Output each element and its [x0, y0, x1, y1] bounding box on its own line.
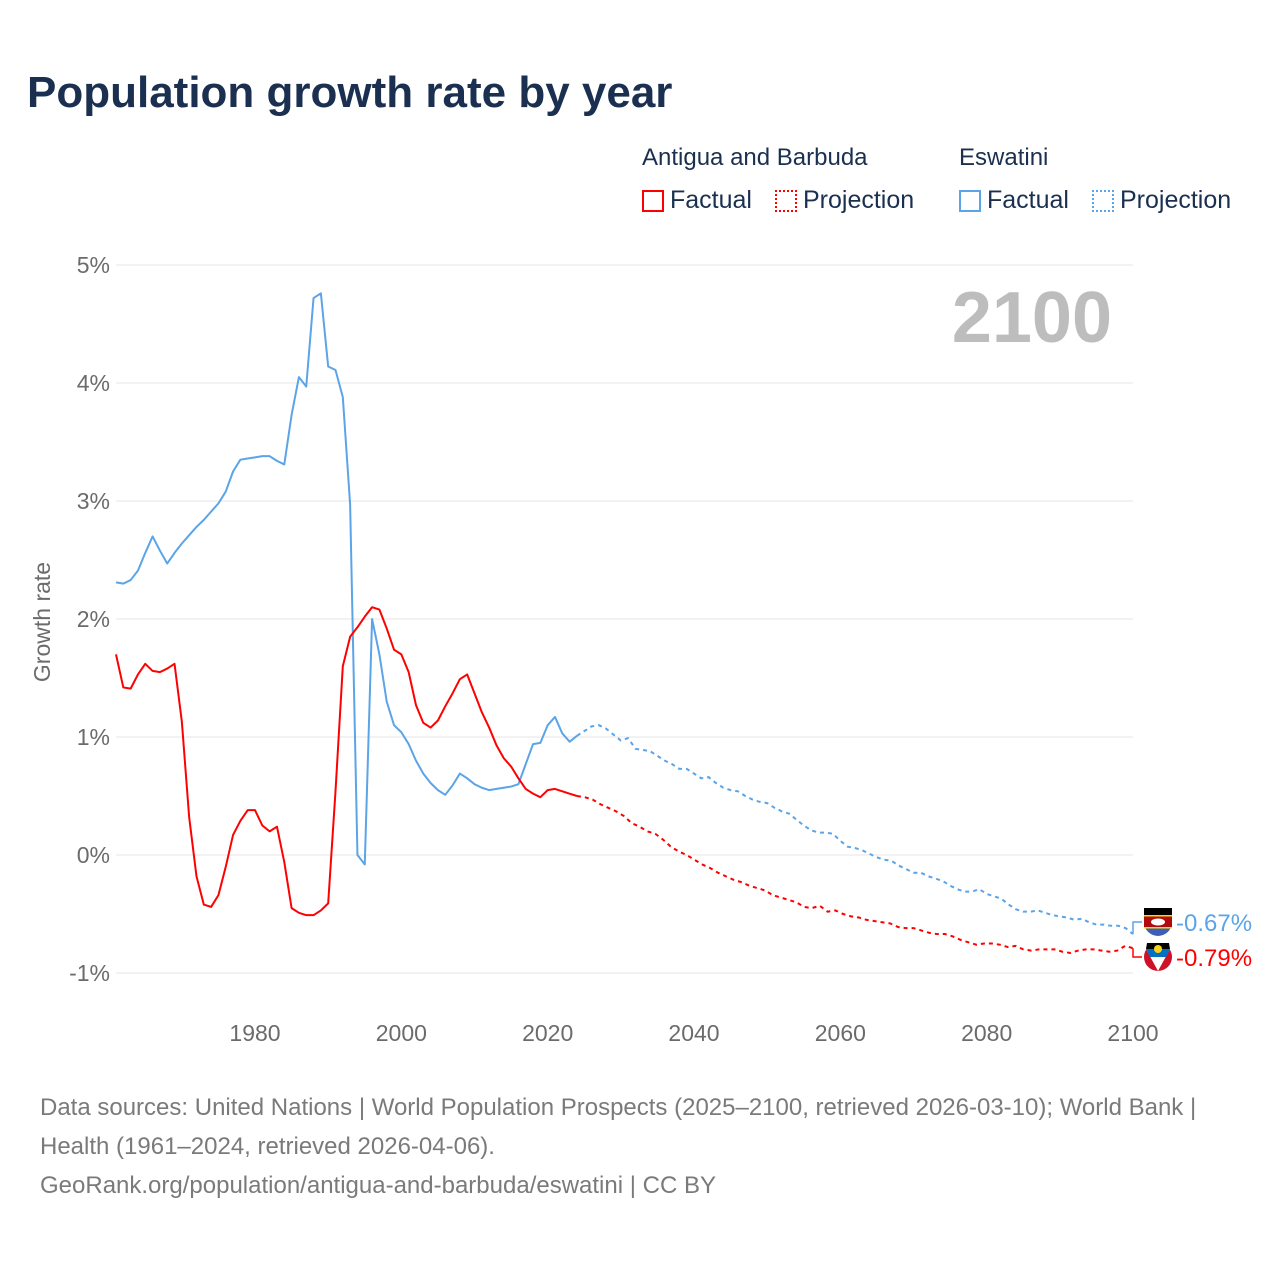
- legend-antigua-projection[interactable]: Projection: [775, 186, 914, 215]
- factual-line-0: [115, 292, 578, 866]
- solid-swatch-icon: [959, 189, 981, 212]
- y-tick-label: 2%: [77, 606, 110, 632]
- legend-label: Factual: [670, 186, 752, 214]
- y-axis-label: Growth rate: [29, 562, 55, 682]
- y-tick-label: 5%: [77, 252, 110, 278]
- footer: Data sources: United Nations | World Pop…: [40, 1088, 1240, 1205]
- year-watermark: 2100: [952, 278, 1112, 358]
- x-tick-label: 2060: [815, 1020, 866, 1046]
- legend-eswatini-projection[interactable]: Projection: [1092, 186, 1231, 215]
- x-tick-label: 2100: [1107, 1020, 1158, 1046]
- data-sources: Data sources: United Nations | World Pop…: [40, 1094, 1197, 1160]
- factual-line-1: [115, 606, 578, 917]
- legend-antigua-factual[interactable]: Factual: [642, 186, 752, 215]
- legend-group-eswatini: Eswatini: [959, 144, 1049, 171]
- end-value-label: -0.79%: [1176, 945, 1252, 972]
- end-connector: [1132, 948, 1142, 958]
- y-tick-label: 4%: [77, 370, 110, 396]
- y-tick-label: 0%: [77, 842, 110, 868]
- antigua-flag-icon: [1144, 943, 1172, 971]
- source-link[interactable]: GeoRank.org/population/antigua-and-barbu…: [40, 1172, 716, 1199]
- projection-line-0: [576, 724, 1134, 935]
- x-tick-label: 2020: [522, 1020, 573, 1046]
- legend-label: Projection: [803, 186, 915, 214]
- legend-label: Projection: [1120, 186, 1232, 214]
- x-tick-label: 2040: [668, 1020, 719, 1046]
- x-tick-label: 2000: [376, 1020, 427, 1046]
- chart-title: Population growth rate by year: [27, 68, 673, 117]
- legend-eswatini-factual[interactable]: Factual: [959, 186, 1069, 215]
- y-tick-label: 1%: [77, 724, 110, 750]
- y-tick-label: 3%: [77, 488, 110, 514]
- x-tick-label: 2080: [961, 1020, 1012, 1046]
- y-tick-label: -1%: [69, 960, 110, 986]
- solid-swatch-icon: [642, 189, 664, 212]
- x-tick-label: 1980: [229, 1020, 280, 1046]
- dotted-swatch-icon: [1092, 189, 1114, 212]
- legend-group-antigua: Antigua and Barbuda: [642, 144, 868, 171]
- dotted-swatch-icon: [775, 189, 797, 212]
- end-connector: [1132, 921, 1142, 935]
- eswatini-flag-icon: [1144, 908, 1172, 936]
- end-value-label: -0.67%: [1176, 910, 1252, 937]
- legend-label: Factual: [987, 186, 1069, 214]
- projection-line-1: [576, 795, 1134, 954]
